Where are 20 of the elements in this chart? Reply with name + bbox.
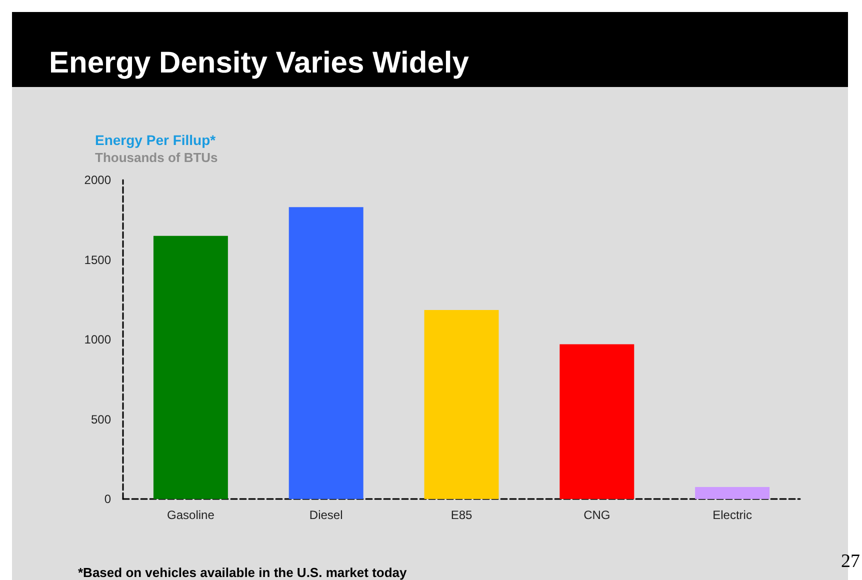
- bar: [424, 310, 499, 499]
- chart-title: Energy Density Varies Widely: [49, 46, 470, 80]
- y-tick-label: 2000: [84, 173, 112, 187]
- y-tick-label: 1000: [84, 332, 112, 346]
- x-tick-label: Gasoline: [167, 508, 215, 522]
- x-tick-label: E85: [450, 508, 472, 522]
- y-tick-label: 1500: [84, 252, 112, 267]
- x-tick-label: Diesel: [309, 508, 343, 522]
- y-axis-title: Energy Per Fillup*: [95, 132, 216, 148]
- x-tick-label: Electric: [712, 508, 752, 522]
- text: *Based on vehicles available in the U.S. market today: [78, 565, 408, 580]
- bar: [288, 207, 364, 499]
- text: 27: [841, 551, 860, 572]
- bar: [560, 344, 634, 499]
- chart-subtitle: Thousands of BTUs: [95, 150, 218, 165]
- bar: [695, 487, 770, 499]
- y-tick-label: 0: [104, 492, 112, 506]
- bar: [153, 236, 228, 499]
- y-tick-label: 500: [90, 412, 112, 426]
- x-tick-label: CNG: [584, 508, 610, 522]
